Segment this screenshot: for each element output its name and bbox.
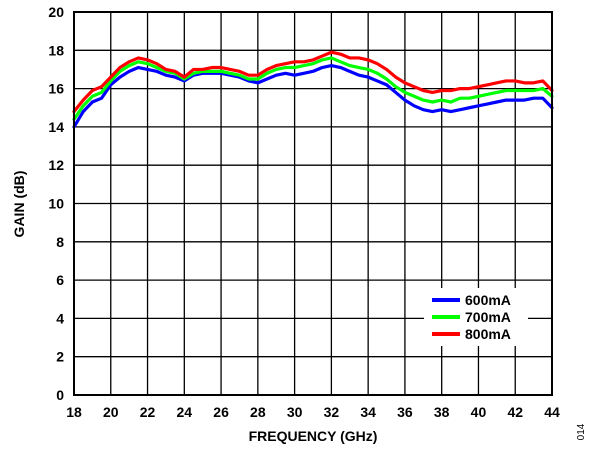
- x-axis-label: FREQUENCY (GHz): [249, 428, 378, 444]
- y-tick-label: 16: [48, 81, 64, 97]
- legend-label: 700mA: [465, 309, 511, 325]
- x-tick-label: 30: [287, 404, 303, 420]
- y-tick-label: 4: [56, 310, 64, 326]
- series-lines: [72, 50, 554, 129]
- x-tick-label: 28: [250, 404, 266, 420]
- y-tick-label: 0: [56, 387, 64, 403]
- series-line-800mA: [72, 50, 554, 114]
- series-line-700mA: [72, 56, 554, 121]
- x-tick-label: 40: [471, 404, 487, 420]
- y-tick-label: 10: [48, 196, 64, 212]
- x-tick-label: 32: [324, 404, 340, 420]
- y-tick-label: 18: [48, 42, 64, 58]
- x-tick-label: 34: [360, 404, 376, 420]
- y-tick-label: 6: [56, 272, 64, 288]
- x-tick-label: 22: [140, 404, 156, 420]
- x-tick-label: 26: [213, 404, 229, 420]
- x-tick-label: 36: [397, 404, 413, 420]
- figure-id: 014: [576, 423, 587, 440]
- y-tick-label: 12: [48, 157, 64, 173]
- x-tick-labels: 18 20 22 24 26 28 30 32 34 36 38 40 42 44: [66, 404, 560, 420]
- x-tick-label: 20: [103, 404, 119, 420]
- x-tick-label: 38: [434, 404, 450, 420]
- y-tick-labels: 0 2 4 6 8 10 12 14 16 18 20: [48, 4, 64, 403]
- legend-label: 800mA: [465, 326, 511, 342]
- series-line-600mA: [72, 64, 554, 129]
- y-tick-label: 2: [56, 349, 64, 365]
- legend-label: 600mA: [465, 292, 511, 308]
- x-tick-label: 42: [507, 404, 523, 420]
- plot-frame: [73, 11, 553, 396]
- x-tick-label: 44: [544, 404, 560, 420]
- x-tick-label: 24: [177, 404, 193, 420]
- x-tick-label: 18: [66, 404, 82, 420]
- y-tick-label: 14: [48, 119, 64, 135]
- y-tick-label: 8: [56, 234, 64, 250]
- y-tick-label: 20: [48, 4, 64, 20]
- y-axis-label: GAIN (dB): [11, 171, 27, 238]
